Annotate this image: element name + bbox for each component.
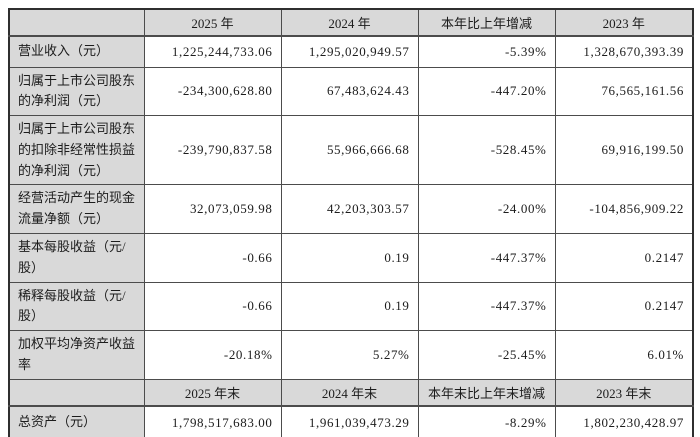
value-2025: -239,790,837.58 — [143, 115, 282, 186]
value-2023: 1,328,670,393.39 — [554, 35, 694, 68]
row-label: 归属于上市公司股东的净利润（元） — [8, 66, 145, 117]
row-label: 经营活动产生的现金流量净额（元） — [8, 184, 145, 235]
value-2023: 0.2147 — [554, 281, 694, 332]
table-row-net-profit: 归属于上市公司股东的净利润（元） -234,300,628.80 67,483,… — [8, 66, 694, 117]
row-label: 稀释每股收益（元/股） — [8, 281, 145, 332]
header-2023-end: 2023 年末 — [554, 378, 694, 407]
corner-cell — [8, 378, 145, 407]
value-2024: 0.19 — [280, 281, 419, 332]
value-change: -24.00% — [417, 184, 556, 235]
value-2024: 5.27% — [280, 330, 419, 380]
value-2025: 1,798,517,683.00 — [143, 405, 282, 437]
value-2023: 0.2147 — [554, 233, 694, 283]
table-row-diluted-eps: 稀释每股收益（元/股） -0.66 0.19 -447.37% 0.2147 — [8, 281, 694, 332]
value-2025: -20.18% — [143, 330, 282, 380]
row-label: 总资产（元） — [8, 405, 145, 437]
row-label: 基本每股收益（元/股） — [8, 233, 145, 283]
header-2025-end: 2025 年末 — [143, 378, 282, 407]
value-2023: 6.01% — [554, 330, 694, 380]
value-2023: -104,856,909.22 — [554, 184, 694, 235]
table-row-total-assets: 总资产（元） 1,798,517,683.00 1,961,039,473.29… — [8, 405, 694, 437]
value-change: -447.37% — [417, 233, 556, 283]
value-2023: 69,916,199.50 — [554, 115, 694, 186]
table-row-revenue: 营业收入（元） 1,225,244,733.06 1,295,020,949.5… — [8, 35, 694, 68]
value-2024: 67,483,624.43 — [280, 66, 419, 117]
row-label: 归属于上市公司股东的扣除非经常性损益的净利润（元） — [8, 115, 145, 186]
value-2025: 32,073,059.98 — [143, 184, 282, 235]
value-change: -447.20% — [417, 66, 556, 117]
header-2025: 2025 年 — [143, 8, 282, 37]
financial-summary-table: 2025 年 2024 年 本年比上年增减 2023 年 营业收入（元） 1,2… — [8, 8, 694, 437]
header-2023: 2023 年 — [554, 8, 694, 37]
value-change: -25.45% — [417, 330, 556, 380]
header-yoy-change: 本年比上年增减 — [417, 8, 556, 37]
row-label: 加权平均净资产收益率 — [8, 330, 145, 380]
value-2025: -234,300,628.80 — [143, 66, 282, 117]
value-change: -8.29% — [417, 405, 556, 437]
table-row-weighted-avg-roe: 加权平均净资产收益率 -20.18% 5.27% -25.45% 6.01% — [8, 330, 694, 380]
year-end-header-row: 2025 年末 2024 年末 本年末比上年末增减 2023 年末 — [8, 378, 694, 407]
value-2024: 1,961,039,473.29 — [280, 405, 419, 437]
value-2023: 1,802,230,428.97 — [554, 405, 694, 437]
value-2025: -0.66 — [143, 281, 282, 332]
corner-cell — [8, 8, 145, 37]
table-row-basic-eps: 基本每股收益（元/股） -0.66 0.19 -447.37% 0.2147 — [8, 233, 694, 283]
value-2024: 0.19 — [280, 233, 419, 283]
value-2024: 42,203,303.57 — [280, 184, 419, 235]
value-2025: -0.66 — [143, 233, 282, 283]
period-header-row: 2025 年 2024 年 本年比上年增减 2023 年 — [8, 8, 694, 37]
table-row-operating-cash-flow: 经营活动产生的现金流量净额（元） 32,073,059.98 42,203,30… — [8, 184, 694, 235]
value-change: -5.39% — [417, 35, 556, 68]
value-change: -528.45% — [417, 115, 556, 186]
header-year-end-change: 本年末比上年末增减 — [417, 378, 556, 407]
value-2024: 55,966,666.68 — [280, 115, 419, 186]
value-change: -447.37% — [417, 281, 556, 332]
value-2023: 76,565,161.56 — [554, 66, 694, 117]
value-2025: 1,225,244,733.06 — [143, 35, 282, 68]
header-2024-end: 2024 年末 — [280, 378, 419, 407]
value-2024: 1,295,020,949.57 — [280, 35, 419, 68]
row-label: 营业收入（元） — [8, 35, 145, 68]
table-row-net-profit-excl-nonrecurring: 归属于上市公司股东的扣除非经常性损益的净利润（元） -239,790,837.5… — [8, 115, 694, 186]
header-2024: 2024 年 — [280, 8, 419, 37]
